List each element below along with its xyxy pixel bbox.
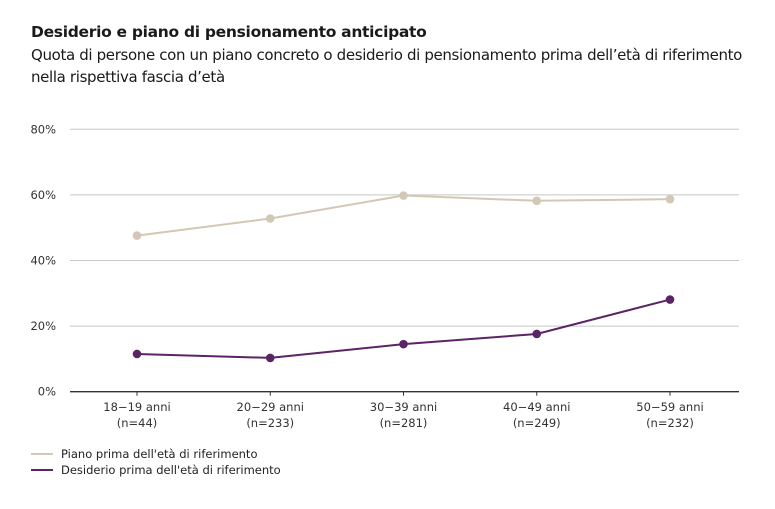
legend-item-piano: Piano prima dell'età di riferimento	[31, 446, 281, 462]
y-tick-label: 20%	[30, 319, 56, 333]
data-point	[665, 194, 675, 204]
y-tick-label: 80%	[30, 122, 56, 136]
data-point	[132, 349, 142, 359]
chart-title: Desiderio e piano di pensionamento antic…	[31, 23, 427, 41]
series-line	[136, 194, 671, 237]
data-point	[265, 353, 275, 363]
x-tick-sublabel: (n=232)	[646, 416, 694, 430]
data-point	[399, 191, 408, 200]
x-tick-label: 40−49 anni	[503, 400, 570, 414]
legend-swatch-desiderio	[31, 469, 53, 471]
gridlines	[70, 128, 739, 327]
x-axis: 18−19 anni (n=44) 20−29 anni (n=233) 30−39 a…	[70, 391, 739, 430]
y-tick-label: 0%	[38, 385, 56, 399]
data-point	[532, 196, 542, 206]
legend-item-desiderio: Desiderio prima dell'età di riferimento	[31, 462, 281, 478]
x-tick-label: 50−59 anni	[636, 400, 703, 414]
data-point	[665, 295, 675, 304]
y-tick-label: 40%	[30, 254, 56, 268]
legend-label-desiderio: Desiderio prima dell'età di riferimento	[61, 463, 281, 477]
x-tick-label: 30−39 anni	[370, 400, 437, 414]
data-point	[132, 231, 142, 240]
series-desiderio	[132, 295, 675, 363]
data-point	[265, 214, 275, 223]
x-tick-label: 18−19 anni	[103, 400, 170, 414]
legend-label-piano: Piano prima dell'età di riferimento	[61, 447, 258, 461]
x-tick-sublabel: (n=249)	[513, 416, 561, 430]
x-tick-sublabel: (n=281)	[380, 416, 428, 430]
series-line	[136, 298, 671, 359]
chart-subtitle: Quota di persone con un piano concreto o…	[31, 46, 742, 86]
series-piano	[132, 191, 675, 240]
x-tick-label: 20−29 anni	[237, 400, 304, 414]
data-point	[532, 329, 542, 339]
y-tick-label: 60%	[30, 188, 56, 202]
x-tick-sublabel: (n=233)	[246, 416, 294, 430]
y-axis-ticks: 0% 20% 40% 60% 80%	[30, 122, 56, 398]
series-group	[132, 191, 675, 363]
legend-swatch-piano	[31, 453, 53, 455]
legend: Piano prima dell'età di riferimento Desi…	[31, 446, 281, 478]
data-point	[399, 339, 408, 349]
x-tick-sublabel: (n=44)	[117, 416, 158, 430]
